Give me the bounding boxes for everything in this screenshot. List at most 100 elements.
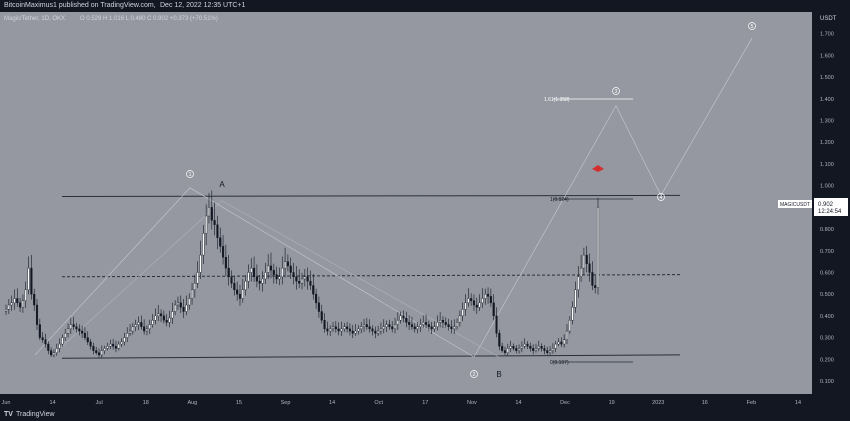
candle-body	[489, 296, 492, 304]
candle-body	[317, 302, 320, 312]
candle-body	[202, 233, 205, 256]
candle-body	[255, 276, 258, 282]
candle-body	[151, 320, 154, 325]
time-tick-label: 16	[702, 400, 708, 406]
publish-header: BitcoinMaximus1 published on TradingView…	[0, 0, 850, 12]
chart-title: Magic/Tether, 1D, OKX	[4, 16, 65, 22]
candle-body	[168, 317, 171, 323]
wave-4-marker	[657, 193, 665, 201]
candle-body	[391, 326, 394, 330]
candle-body	[354, 330, 357, 334]
candle-body	[303, 276, 306, 280]
time-tick-label: 14	[795, 400, 801, 406]
candle-body	[410, 324, 413, 327]
candle-body	[188, 298, 191, 306]
candle-body	[176, 302, 180, 306]
candle-body	[13, 298, 16, 304]
candle-body	[320, 311, 323, 321]
candle-body	[233, 283, 236, 291]
candle-body	[137, 322, 140, 325]
candle-body	[224, 257, 227, 269]
midline-dashed[interactable]	[61, 274, 681, 278]
candle-body	[512, 346, 515, 349]
ohlc-readout: O 0.529 H 1.016 L 0.480 C 0.902 +0.373 (…	[80, 16, 218, 22]
candle-body	[298, 280, 301, 284]
candle-body	[588, 263, 591, 273]
candle-body	[498, 333, 501, 347]
candle-body	[506, 348, 509, 353]
price-tick-label: 0.300	[820, 336, 834, 342]
candle-body	[289, 265, 292, 273]
candle-body	[86, 337, 89, 343]
candle-body	[481, 298, 484, 304]
plot-background	[0, 12, 812, 394]
price-tick-label: 0.100	[820, 379, 834, 385]
candle-body	[261, 278, 264, 284]
candle-body	[78, 328, 81, 332]
candle-body	[47, 343, 50, 351]
symbol-tag	[778, 200, 812, 208]
candle-body	[577, 276, 580, 291]
time-axis-ticks: Jun 14 Jul 18 Aug 15 Sep 14 Oct 17 Nov 14 Dec 19 2023 1…	[2, 400, 802, 406]
price-tick-label: 1.700	[820, 32, 834, 38]
abc-label-b: B	[496, 370, 501, 379]
candle-body	[427, 324, 430, 327]
candle-body	[258, 280, 261, 284]
candle-body	[447, 324, 450, 327]
candle-body	[112, 343, 115, 347]
price-tick-label: 1.600	[820, 53, 834, 59]
candle-body	[436, 322, 439, 327]
candle-body	[250, 267, 253, 273]
candle-body	[134, 324, 137, 327]
wave-1-label: 1	[189, 172, 192, 178]
time-tick-label: Sep	[281, 400, 291, 406]
tradingview-logo-icon: TV	[4, 411, 13, 418]
candle-body	[456, 322, 459, 327]
candle-body	[165, 320, 168, 323]
wave-5-marker	[748, 22, 756, 30]
candle-body	[439, 320, 442, 323]
wave-5-label: 5	[751, 24, 754, 30]
candle-body	[140, 322, 143, 327]
chart-svg[interactable]: Magic/Tether, 1D, OKX O 0.529 H 1.016 L …	[0, 12, 850, 409]
candle-body	[580, 267, 583, 277]
currency-label: USDT	[820, 16, 837, 22]
candle-body	[340, 328, 343, 332]
candle-body	[399, 315, 402, 321]
candle-body	[185, 304, 188, 312]
red-arrow-marker	[592, 165, 604, 172]
candle-body	[568, 320, 571, 332]
candle-body	[408, 322, 411, 325]
candle-body	[520, 346, 523, 349]
candle-body	[554, 343, 557, 349]
candle-body	[329, 328, 332, 332]
resistance-line[interactable]	[61, 194, 681, 197]
tradingview-brand[interactable]: TradingView	[16, 411, 55, 418]
price-tick-label: 1.000	[820, 184, 834, 190]
candle-body	[543, 348, 546, 351]
candle-body	[205, 215, 208, 234]
candle-body	[503, 350, 507, 353]
abc-label-a: A	[219, 180, 225, 189]
candle-body	[61, 337, 64, 345]
candle-body	[346, 326, 349, 330]
candle-body	[526, 343, 529, 347]
price-tick-label: 0.700	[820, 249, 834, 255]
candle-body	[337, 328, 340, 332]
candle-body	[33, 293, 36, 306]
support-line[interactable]	[61, 354, 681, 359]
candle-body	[264, 272, 267, 280]
candle-body	[4, 309, 8, 312]
candle-body	[171, 311, 174, 319]
candle-body	[334, 326, 337, 330]
candle-body	[565, 330, 569, 340]
candle-body	[196, 272, 199, 284]
candle-body	[72, 324, 75, 327]
price-chart[interactable]: Magic/Tether, 1D, OKX O 0.529 H 1.016 L …	[0, 12, 850, 409]
candle-body	[365, 324, 368, 327]
price-tick-label: 0.200	[820, 357, 834, 363]
candle-body	[351, 330, 354, 334]
candle-body	[10, 302, 13, 306]
price-tick-label: 0.600	[820, 270, 834, 276]
candle-body	[227, 267, 230, 277]
